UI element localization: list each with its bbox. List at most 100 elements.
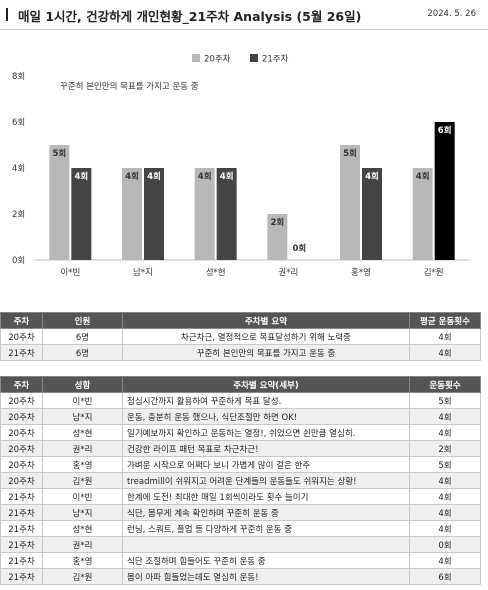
detail-cell: 20주차 — [0, 440, 43, 457]
detail-cell: 20주차 — [0, 456, 43, 473]
x-category-label: 홍*영 — [351, 267, 371, 278]
detail-cell: 남*지 — [42, 504, 123, 521]
bar-data-label: 4회 — [147, 171, 161, 182]
detail-cell: 4회 — [409, 424, 481, 441]
detail-row: 20주차 남*지 운동, 충분히 운동 했으나, 식단조절만 하면 OK! 4회 — [0, 408, 481, 425]
bar-week21 — [216, 168, 237, 260]
bar-week21 — [362, 168, 382, 260]
bar-data-label: 5회 — [52, 148, 66, 159]
detail-cell: 20주차 — [0, 408, 43, 425]
detail-cell: 4회 — [409, 408, 481, 425]
detail-cell: 권*리 — [42, 536, 123, 553]
detail-cell: 4회 — [409, 552, 481, 569]
bar-week21 — [144, 168, 164, 260]
summary-row: 21주차 6명 꾸준히 본인만의 목표를 가지고 운동 중 4회 — [0, 344, 481, 361]
detail-header-cell: 주차 — [0, 376, 43, 393]
detail-cell: 21주차 — [0, 488, 43, 505]
detail-cell: 점심시간까지 활용하여 꾸준하게 목표 달성. — [122, 392, 410, 409]
bar-week20 — [122, 168, 142, 260]
detail-row: 20주차 권*리 건강한 라이프 패턴 목표로 차근차근! 2회 — [0, 440, 481, 457]
bar-data-label: 4회 — [198, 171, 212, 182]
bar-week20 — [194, 168, 215, 260]
report-date: 2024. 5. 26 — [427, 9, 476, 19]
detail-cell: 홍*영 — [42, 456, 123, 473]
detail-cell: 한계에 도전! 최대한 매일 1회씩이라도 횟수 늘이기 — [122, 488, 410, 505]
bar-data-label: 6회 — [438, 125, 452, 136]
detail-cell: 4회 — [409, 488, 481, 505]
summary-row: 20주차 6명 차근차근, 열정적으로 목표달성하기 위해 노력중 4회 — [0, 328, 481, 345]
bar-week20 — [412, 168, 433, 260]
bar-data-label: 4회 — [365, 171, 379, 182]
detail-cell — [122, 536, 410, 553]
detail-cell: 이*빈 — [42, 488, 123, 505]
detail-cell: 21주차 — [0, 568, 43, 585]
detail-cell: 4회 — [409, 520, 481, 537]
detail-row: 20주차 이*빈 점심시간까지 활용하여 꾸준하게 목표 달성. 5회 — [0, 392, 481, 409]
x-category-label: 김*원 — [424, 267, 444, 278]
detail-row: 21주차 김*원 몸이 아파 힘들었는데도 열심히 운동! 6회 — [0, 568, 481, 585]
detail-cell: 홍*영 — [42, 552, 123, 569]
y-tick-label: 2회 — [12, 210, 25, 220]
bar-week21 — [71, 168, 92, 260]
x-category-label: 권*리 — [278, 267, 298, 278]
detail-cell: 가벼운 시작으로 어쩌다 보니 가볍게 많이 걸은 한주 — [122, 456, 410, 473]
y-tick-label: 6회 — [12, 118, 25, 128]
detail-cell: 4회 — [409, 472, 481, 489]
detail-cell: 런닝, 스쿼트, 플업 등 다양하게 꾸준히 운동 중 — [122, 520, 410, 537]
detail-cell: 21주차 — [0, 552, 43, 569]
bar-data-label: 2회 — [270, 217, 284, 228]
summary-header-cell: 주차별 요약 — [122, 312, 410, 329]
x-category-label: 남*지 — [133, 268, 153, 278]
summary-cell: 21주차 — [0, 344, 43, 361]
bar-week21 — [434, 122, 455, 260]
bar-data-label: 5회 — [343, 148, 357, 159]
legend-label-2: 21주차 — [262, 55, 289, 65]
title-accent-bar — [6, 8, 8, 21]
detail-row: 20주차 홍*영 가벼운 시작으로 어쩌다 보니 가볍게 많이 걸은 한주 5회 — [0, 456, 481, 473]
title-bar: 매일 1시간, 건강하게 개인현황_21주차 Analysis (5월 26일)… — [0, 0, 488, 30]
detail-cell: 식단 조절하며 힘들어도 꾸준히 운동 중 — [122, 552, 410, 569]
y-tick-label: 8회 — [12, 72, 25, 82]
bar-data-label: 4회 — [74, 171, 88, 182]
detail-header-cell: 운동횟수 — [409, 376, 481, 393]
detail-cell: 0회 — [409, 536, 481, 553]
detail-row: 21주차 홍*영 식단 조절하며 힘들어도 꾸준히 운동 중 4회 — [0, 552, 481, 569]
summary-cell: 차근차근, 열정적으로 목표달성하기 위해 노력중 — [122, 328, 410, 345]
legend-swatch-2 — [250, 54, 258, 62]
detail-cell: 21주차 — [0, 504, 43, 521]
weekly-summary-table: 주차 인원 주차별 요약 평균 운동횟수 20주차 6명 차근차근, 열정적으로 목표달성… — [0, 312, 481, 361]
x-category-label: 이*빈 — [60, 267, 80, 278]
detail-cell: 일기예보까지 확인하고 운동하는 열정!, 쉬었으면 쉰만큼 열심히. — [122, 424, 410, 441]
bar-data-label: 4회 — [220, 171, 234, 182]
bar-week20 — [49, 145, 70, 260]
summary-cell: 20주차 — [0, 328, 43, 345]
detail-cell: 5회 — [409, 392, 481, 409]
y-tick-label: 0회 — [12, 256, 25, 266]
detail-cell: 21주차 — [0, 536, 43, 553]
summary-cell: 4회 — [409, 344, 481, 361]
detail-cell: 성*현 — [42, 520, 123, 537]
page-title: 매일 1시간, 건강하게 개인현황_21주차 Analysis (5월 26일) — [18, 9, 362, 24]
detail-cell: 2회 — [409, 440, 481, 457]
detail-cell: 20주차 — [0, 472, 43, 489]
detail-cell: 5회 — [409, 456, 481, 473]
chart-subtitle: 꾸준히 본인만의 목표를 가지고 운동 중 — [60, 81, 199, 92]
summary-cell: 꾸준히 본인만의 목표를 가지고 운동 중 — [122, 344, 410, 361]
legend-label-1: 20주차 — [204, 55, 231, 65]
detail-header-cell: 주차별 요약(세부) — [122, 376, 410, 393]
y-tick-label: 4회 — [12, 164, 25, 174]
detail-header-cell: 성함 — [42, 376, 123, 393]
detail-table-header: 주차 성함 주차별 요약(세부) 운동횟수 — [0, 376, 481, 393]
detail-row: 21주차 남*지 식단, 몸무게 계속 확인하며 꾸준히 운동 중 4회 — [0, 504, 481, 521]
detail-row: 21주차 성*현 런닝, 스쿼트, 플업 등 다양하게 꾸준히 운동 중 4회 — [0, 520, 481, 537]
detail-cell: treadmill이 쉬워지고 어려운 단계들의 운동들도 쉬워지는 상황! — [122, 472, 410, 489]
detail-cell: 6회 — [409, 568, 481, 585]
detail-cell: 성*현 — [42, 424, 123, 441]
detail-cell: 20주차 — [0, 392, 43, 409]
bar-week20 — [340, 145, 360, 260]
bar-week20 — [267, 214, 288, 260]
summary-cell: 6명 — [42, 328, 123, 345]
legend-swatch-1 — [192, 54, 200, 62]
bar-data-label: 4회 — [125, 171, 139, 182]
